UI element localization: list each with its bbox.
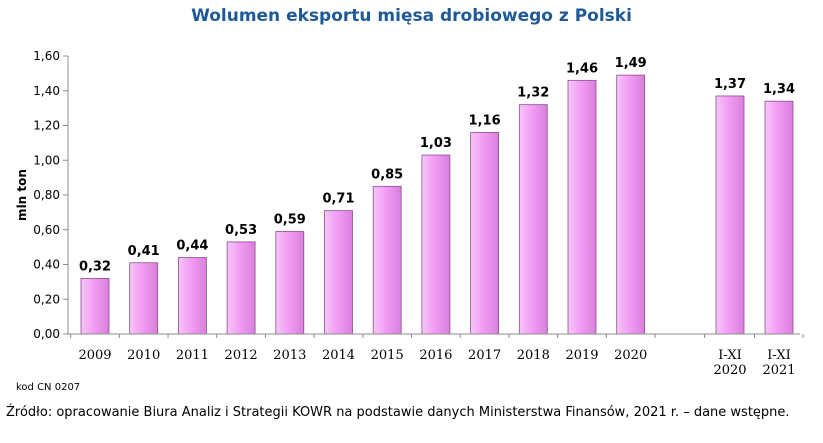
x-tick-label: 2020 — [614, 348, 647, 363]
data-label: 0,53 — [225, 223, 257, 238]
x-tick-label: 2016 — [419, 348, 452, 363]
x-tick-label: 2017 — [468, 348, 501, 363]
bar — [177, 257, 207, 335]
bar-chart: 0,00 0,20 0,40 0,60 0,80 1,00 1,20 1,40 1,60 0,3… — [15, 49, 804, 378]
x-tick-label: I-XI — [767, 348, 790, 363]
x-axis: 2009 2010 2011 2012 2013 2014 2015 2016 2017 2018… — [68, 333, 804, 378]
bar — [715, 95, 745, 335]
data-label: 1,37 — [714, 77, 746, 92]
bar — [80, 277, 110, 335]
y-tick-label: 1,60 — [33, 49, 60, 63]
x-tick-label: 2019 — [565, 348, 598, 363]
bar — [470, 132, 500, 335]
data-label: 1,34 — [763, 82, 795, 97]
bar — [616, 74, 646, 335]
data-label: 1,16 — [469, 113, 501, 128]
bar — [567, 79, 597, 335]
x-tick-label: 2012 — [225, 348, 258, 363]
y-tick-label: 1,40 — [33, 84, 60, 98]
bar — [324, 210, 353, 335]
y-tick-label: 1,00 — [33, 153, 60, 167]
x-tick-label: 2011 — [176, 348, 209, 363]
x-tick-label: 2014 — [322, 348, 355, 363]
data-label: 0,44 — [176, 239, 208, 254]
bar — [421, 154, 451, 335]
x-tick-label: 2010 — [127, 348, 160, 363]
data-label: 0,71 — [322, 192, 354, 207]
data-label: 1,49 — [615, 56, 647, 71]
y-tick-label: 0,20 — [33, 292, 60, 306]
x-tick-label: 2009 — [78, 348, 111, 363]
y-tick-label: 0,40 — [33, 258, 60, 272]
bar — [129, 262, 159, 335]
data-label: 1,32 — [517, 86, 549, 101]
data-labels: 0,32 0,41 0,44 0,53 0,59 0,71 0,85 1,03 1,16 1,32… — [79, 56, 795, 274]
data-label: 0,41 — [128, 244, 160, 259]
y-tick-label: 0,60 — [33, 223, 60, 237]
data-label: 0,32 — [79, 259, 111, 274]
source-note: Źródło: opracowanie Biura Analiz i Strat… — [6, 405, 790, 420]
y-tick-label: 0,00 — [33, 327, 60, 341]
data-label: 0,59 — [274, 212, 306, 227]
chart-title: Wolumen eksportu mięsa drobiowego z Pols… — [191, 6, 632, 26]
y-tick-label: 0,80 — [33, 188, 60, 202]
bar — [764, 100, 794, 335]
x-tick-label: 2021 — [762, 363, 795, 378]
bar — [372, 185, 402, 335]
bars — [80, 74, 794, 335]
x-tick-label: I-XI — [718, 348, 741, 363]
y-axis: 0,00 0,20 0,40 0,60 0,80 1,00 1,20 1,40 1,60 — [33, 49, 69, 341]
y-tick-label: 1,20 — [33, 119, 60, 133]
x-tick-label: 2020 — [713, 363, 746, 378]
x-tick-label: 2018 — [517, 348, 550, 363]
x-tick-label: 2013 — [273, 348, 306, 363]
bar — [518, 104, 548, 335]
data-label: 0,85 — [371, 167, 403, 182]
code-note: kod CN 0207 — [16, 382, 81, 393]
y-axis-title: mln ton — [15, 169, 29, 221]
x-tick-label: 2015 — [371, 348, 404, 363]
bar — [275, 231, 305, 335]
data-label: 1,03 — [420, 136, 452, 151]
data-label: 1,46 — [566, 61, 598, 76]
bar — [226, 241, 256, 335]
